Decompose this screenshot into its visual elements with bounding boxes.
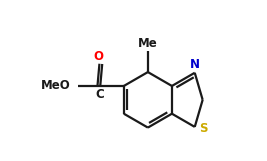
Text: C: C (95, 88, 104, 101)
Text: S: S (199, 122, 207, 135)
Text: N: N (190, 58, 200, 71)
Text: MeO: MeO (41, 79, 71, 92)
Text: Me: Me (138, 37, 158, 50)
Text: O: O (93, 50, 103, 63)
